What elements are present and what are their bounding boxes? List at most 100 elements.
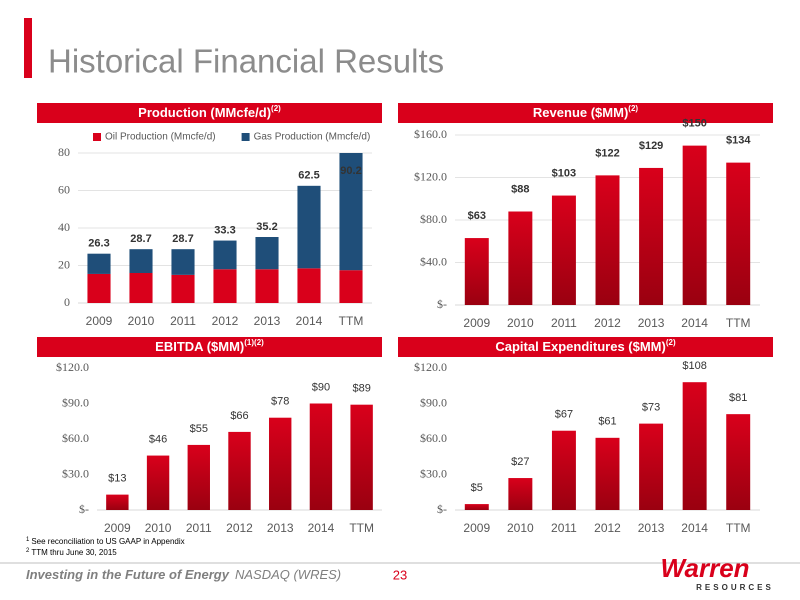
slide-title: Historical Financial Results	[48, 43, 444, 80]
x-tick-label: TTM	[726, 521, 751, 535]
panel-title-sup: (1)(2)	[244, 338, 264, 347]
x-tick-label: 2014	[308, 521, 335, 535]
bar-segment	[87, 273, 111, 303]
ticker: NASDAQ (WRES)	[235, 567, 341, 582]
bar-segment	[87, 253, 111, 274]
x-tick-label: 2009	[463, 316, 490, 330]
y-tick-label: $30.0	[420, 466, 447, 480]
y-tick-label: 20	[58, 257, 70, 271]
value-label: $108	[682, 360, 706, 372]
y-tick-label: $-	[79, 502, 89, 516]
footnote-mark: 1	[26, 537, 30, 543]
value-label: $61	[598, 416, 616, 428]
value-label: $66	[230, 410, 248, 422]
y-tick-label: $-	[437, 502, 447, 516]
bar	[106, 494, 129, 510]
x-tick-label: 2009	[463, 521, 490, 535]
panel-title-text: Production (MMcfe/d)	[138, 105, 271, 120]
x-tick-label: 2009	[104, 521, 131, 535]
panel-title: Capital Expenditures ($MM)(2)	[495, 338, 676, 354]
legend-swatch	[93, 133, 101, 141]
y-tick-label: $120.0	[414, 360, 447, 374]
logo: Warren	[660, 553, 749, 583]
x-tick-label: 2011	[186, 521, 212, 535]
total-label: 26.3	[88, 238, 109, 250]
value-label: $63	[468, 210, 486, 222]
x-tick-label: 2011	[170, 314, 196, 328]
x-tick-label: 2012	[226, 521, 253, 535]
panel-header	[37, 103, 382, 123]
bars	[464, 382, 751, 510]
panel-title-sup: (2)	[271, 104, 281, 113]
panel-title: Revenue ($MM)(2)	[533, 104, 638, 120]
value-label: $78	[271, 396, 289, 408]
x-tick-label: 2010	[128, 314, 155, 328]
title-accent	[24, 18, 32, 78]
value-label: $129	[639, 140, 663, 152]
page-number: 23	[393, 567, 407, 582]
y-tick-label: $-	[437, 297, 447, 311]
bar	[508, 211, 533, 305]
panel-title: EBITDA ($MM)(1)(2)	[155, 338, 264, 354]
x-tick-label: 2009	[86, 314, 113, 328]
y-tick-label: 80	[58, 145, 70, 159]
value-label: $81	[729, 392, 747, 404]
x-tick-label: 2012	[594, 521, 621, 535]
bar	[682, 145, 707, 305]
value-label: $46	[149, 433, 167, 445]
bar	[551, 430, 576, 510]
panel-header	[398, 103, 773, 123]
bars	[87, 153, 363, 303]
bar-segment	[297, 185, 321, 269]
bar	[464, 238, 489, 305]
x-tick-label: 2013	[267, 521, 294, 535]
panel-header	[37, 337, 382, 357]
x-tick-label: 2014	[681, 316, 708, 330]
x-tick-label: 2012	[212, 314, 239, 328]
value-label: $88	[511, 183, 529, 195]
x-tick-label: 2014	[681, 521, 708, 535]
legend-label: Gas Production (Mmcfe/d)	[254, 132, 371, 143]
y-tick-label: $120.0	[56, 360, 89, 374]
bars	[464, 145, 751, 305]
footnote-text: See reconciliation to US GAAP in Appendi…	[31, 537, 184, 546]
y-tick-label: $60.0	[420, 431, 447, 445]
legend-label: Oil Production (Mmcfe/d)	[105, 132, 216, 143]
bar	[595, 175, 620, 305]
x-tick-label: 2013	[638, 316, 665, 330]
bar-segment	[213, 269, 237, 303]
value-label: $55	[190, 423, 208, 435]
x-tick-label: 2012	[594, 316, 621, 330]
bar-segment	[339, 153, 363, 271]
bar-segment	[171, 249, 195, 275]
footnote-text: TTM thru June 30, 2015	[31, 548, 117, 557]
total-label: 28.7	[130, 233, 151, 245]
x-tick-label: 2011	[551, 521, 577, 535]
bar	[551, 195, 576, 305]
value-label: $27	[511, 456, 529, 468]
value-label: $67	[555, 409, 573, 421]
bar-segment	[129, 249, 153, 273]
total-label: 62.5	[298, 170, 319, 182]
panel-header	[398, 337, 773, 357]
panel-title-text: Revenue ($MM)	[533, 105, 628, 120]
bars	[106, 403, 373, 510]
y-tick-label: $30.0	[62, 466, 89, 480]
y-tick-label: $160.0	[414, 127, 447, 141]
panel-title-text: Capital Expenditures ($MM)	[495, 339, 665, 354]
x-tick-label: 2013	[254, 314, 281, 328]
bar-segment	[129, 273, 153, 303]
y-tick-label: $80.0	[420, 212, 447, 226]
bar	[726, 162, 751, 305]
x-tick-label: TTM	[726, 316, 751, 330]
x-tick-label: 2013	[638, 521, 665, 535]
footnote: 2 TTM thru June 30, 2015	[26, 548, 117, 558]
panel-title: Production (MMcfe/d)(2)	[138, 104, 281, 120]
value-label: $122	[595, 147, 619, 159]
bar	[187, 444, 210, 510]
bar	[639, 423, 664, 510]
bar	[269, 417, 292, 510]
x-tick-label: 2010	[145, 521, 172, 535]
x-tick-label: 2010	[507, 521, 534, 535]
